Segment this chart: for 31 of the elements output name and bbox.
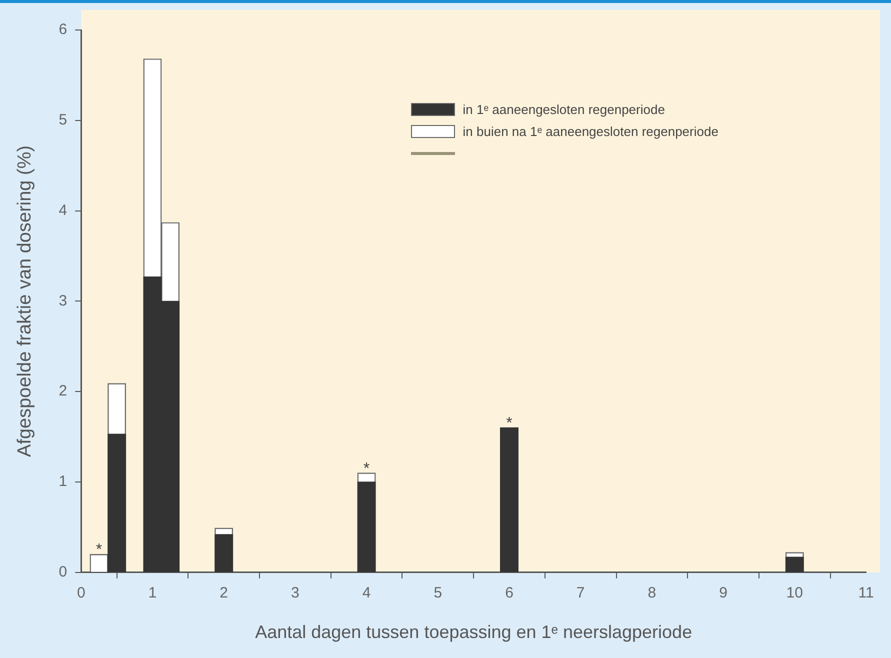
y-tick-label: 6 (58, 21, 68, 38)
y-tick-label: 1 (58, 473, 68, 490)
x-tick-label: 2 (220, 584, 228, 602)
x-tick-label: 10 (786, 584, 803, 602)
annotation: * (506, 415, 512, 432)
y-axis-title: Afgespoelde fraktie van dosering (%) (14, 145, 36, 457)
x-tick-label: 11 (858, 584, 874, 602)
y-tick-label: 0 (58, 564, 68, 581)
x-axis-title: Aantal dagen tussen toepassing en 1ᵉ neerslagperiode (255, 622, 692, 642)
bar (214, 534, 234, 572)
y-tick-label: 4 (58, 202, 68, 219)
bar (500, 427, 518, 572)
y-tick-label: 2 (58, 382, 68, 400)
x-tick-label: 5 (434, 584, 442, 602)
x-tick-label: 0 (76, 584, 86, 602)
annotation: * (96, 542, 102, 559)
x-tick-label: 1 (148, 584, 157, 602)
x-tick-label: 6 (505, 584, 514, 602)
x-tick-label: 3 (291, 584, 300, 602)
legend-label: in 1ᵉ aaneengesloten regenperiode (462, 102, 665, 116)
y-tick-label: 5 (58, 112, 68, 129)
annotation: * (363, 460, 370, 478)
y-tick-label: 3 (58, 292, 68, 310)
bar (357, 482, 376, 572)
legend-label: in buien na 1ᵉ aaneengesloten regenperiode (462, 124, 718, 138)
x-tick-label: 9 (719, 584, 728, 602)
x-tick-label: 4 (362, 584, 371, 602)
x-tick-label: 7 (576, 584, 585, 602)
bar (785, 556, 804, 572)
bar (108, 434, 126, 572)
x-tick-label: 8 (648, 584, 656, 602)
